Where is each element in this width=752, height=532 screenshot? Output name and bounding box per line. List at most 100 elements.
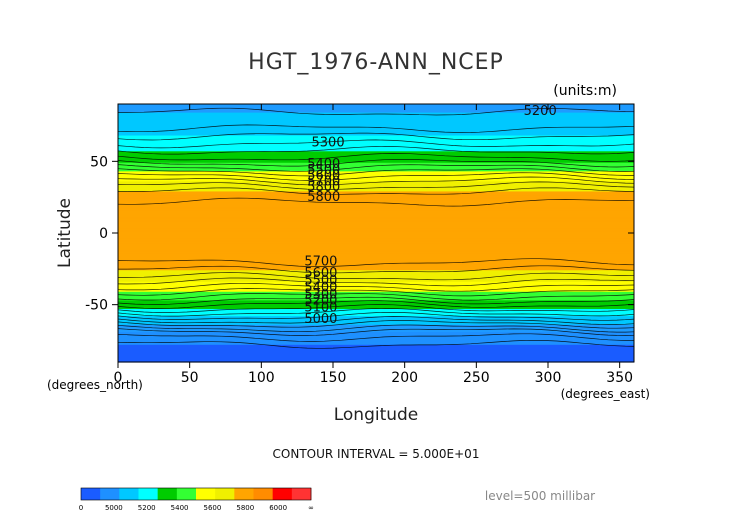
colorbar-frame <box>80 487 312 501</box>
color-band <box>118 273 634 276</box>
contour-label: 5800 <box>307 180 340 195</box>
colorbar-swatch <box>215 488 235 500</box>
color-band <box>118 124 634 127</box>
color-band <box>118 276 634 279</box>
colorbar-label: 5800 <box>236 504 254 512</box>
contour-label: 5300 <box>304 288 337 303</box>
contour-label: 5300 <box>312 136 345 151</box>
contour-line <box>117 320 635 329</box>
contour-line <box>117 308 635 317</box>
color-band <box>118 111 634 114</box>
color-band <box>118 122 634 125</box>
color-band <box>118 225 634 228</box>
colorbar-swatch <box>253 488 274 500</box>
color-band <box>118 334 634 337</box>
contour-line <box>117 158 635 168</box>
color-band <box>118 240 634 243</box>
colorbar-swatch <box>138 488 159 500</box>
color-band <box>118 228 634 231</box>
color-band <box>118 346 634 349</box>
color-band <box>118 287 634 290</box>
contour-label: 5100 <box>304 301 337 316</box>
color-band <box>118 191 634 194</box>
color-band <box>118 251 634 254</box>
color-band <box>118 164 634 167</box>
color-band <box>118 205 634 208</box>
color-band <box>118 353 634 356</box>
x-units-note: (degrees_east) <box>561 387 650 401</box>
color-band <box>118 115 634 118</box>
contour-line <box>117 181 635 190</box>
color-band <box>118 167 634 170</box>
color-band <box>118 319 634 322</box>
color-band <box>118 231 634 234</box>
color-band <box>118 235 634 238</box>
contour-line <box>117 328 635 336</box>
color-band <box>118 227 634 230</box>
color-band <box>118 354 634 357</box>
color-band <box>118 182 634 185</box>
color-band <box>118 243 634 246</box>
color-band <box>118 310 634 313</box>
colorbar-label: 5200 <box>138 504 156 512</box>
color-band <box>118 131 634 134</box>
color-band <box>118 244 634 247</box>
colorbar-label: 5000 <box>105 504 123 512</box>
color-band <box>118 112 634 115</box>
color-band <box>118 106 634 109</box>
colorbar: 0 5000 5200 5400 5600 5800 6000 ∞ <box>79 487 314 512</box>
color-band <box>118 313 634 316</box>
color-band <box>118 343 634 346</box>
color-band <box>118 214 634 217</box>
color-band <box>118 147 634 150</box>
contour-line <box>117 304 635 313</box>
color-band <box>118 306 634 309</box>
color-band <box>118 178 634 181</box>
colorbar-label: 6000 <box>269 504 287 512</box>
contour-label: 5700 <box>307 174 340 189</box>
color-band <box>118 278 634 281</box>
color-band <box>118 154 634 157</box>
x-axis-label: Longitude <box>334 405 419 425</box>
color-band <box>118 141 634 144</box>
contour-line <box>117 168 634 177</box>
color-band <box>118 326 634 329</box>
color-band <box>118 270 634 273</box>
contour-label: 5000 <box>304 312 337 327</box>
contour-line <box>117 132 635 141</box>
y-tick-label: 0 <box>99 226 108 242</box>
color-band <box>118 188 634 191</box>
color-band <box>118 195 634 198</box>
colorbar-swatch <box>81 488 101 500</box>
color-band <box>118 271 634 274</box>
color-band <box>118 237 634 240</box>
color-band <box>118 265 634 268</box>
color-band <box>118 330 634 333</box>
color-band <box>118 197 634 200</box>
color-band <box>118 208 634 211</box>
color-band <box>118 134 634 137</box>
units-note: (units:m) <box>553 83 617 99</box>
y-tick-label: 50 <box>90 154 108 170</box>
color-band <box>118 179 634 182</box>
colorbar-label: 0 <box>79 504 83 512</box>
color-band <box>118 211 634 214</box>
color-band <box>118 149 634 152</box>
color-band <box>118 202 634 205</box>
contour-line <box>117 176 635 186</box>
color-band <box>118 339 634 342</box>
color-band <box>118 340 634 343</box>
color-band <box>118 222 634 225</box>
color-band <box>118 321 634 324</box>
color-band <box>118 298 634 301</box>
x-tick-label: 350 <box>606 370 633 386</box>
colorbar-label: 5600 <box>204 504 222 512</box>
color-band <box>118 331 634 334</box>
color-band <box>118 274 634 277</box>
contour-line <box>118 265 635 274</box>
color-band <box>118 255 634 258</box>
color-band <box>118 303 634 306</box>
color-band <box>118 200 634 203</box>
colorbar-swatch <box>291 488 312 500</box>
colorbar-swatch <box>196 488 216 500</box>
